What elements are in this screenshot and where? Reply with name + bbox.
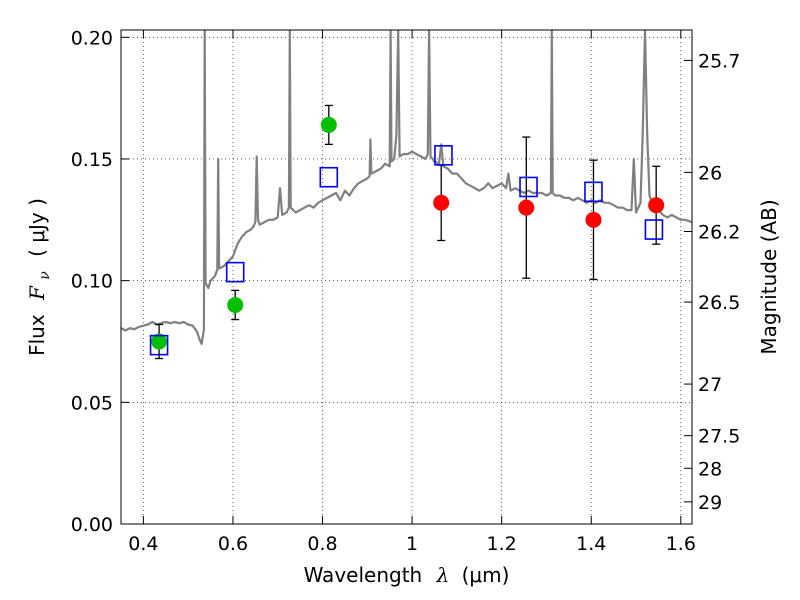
x-tick-label: 0.4 [128,533,158,555]
mag-tick-label: 26.2 [698,221,740,243]
y-tick-label: 0.10 [71,271,113,293]
tick-labels: 0.4 0.6 0.8 1 1.2 1.4 1.6 0.00 0.05 0.10 0.15 0.20 2… [71,27,741,555]
mag-tick-label: 28 [698,458,722,480]
y-axis-title-subscript: ν [37,271,53,280]
data-point-circle [151,333,168,350]
y-tick-label: 0.00 [71,514,113,536]
data-point-square [225,261,245,283]
data-point-square [434,145,453,166]
ticks [121,30,692,525]
x-tick-label: 1.6 [666,533,696,555]
data-point-square [644,219,664,240]
x-tick-label: 0.6 [218,533,248,555]
data-point-circle [320,116,337,133]
data-point-square [519,176,538,198]
y-tick-label: 0.15 [71,149,113,171]
y-axis-title-prefix: Flux [25,314,49,356]
data-point-square [149,334,169,356]
x-axis-title: Wavelength λ (μm) [304,563,510,587]
right-axis-title: Magnitude (AB) [757,199,781,354]
x-tick-label: 1.4 [576,533,606,555]
x-axis-title-unit: (μm) [462,563,510,587]
x-tick-label: 1 [406,533,418,555]
mag-tick-label: 25.7 [698,50,740,72]
x-tick-label: 0.8 [307,533,337,555]
y-axis-title: Flux F ν ( μJy ) [25,198,54,356]
y-tick-label: 0.20 [71,27,113,49]
data-point-circle [518,199,535,216]
data-point-square [584,181,603,203]
data-point-circle [585,211,602,228]
y-axis-title-unit: ( μJy ) [25,198,49,257]
data-point-circle [648,197,665,214]
y-axis-title-symbol: F [25,285,49,301]
data-point-square [319,166,339,188]
x-axis-title-prefix: Wavelength [304,563,423,587]
data-point-circle [433,194,450,211]
x-axis-title-symbol: λ [436,563,450,587]
mag-tick-label: 26 [698,162,722,184]
mag-tick-label: 27.5 [698,426,740,448]
mag-tick-label: 29 [698,492,722,514]
data-point-circle [227,296,244,313]
plot-area [121,30,692,360]
x-tick-label: 1.2 [487,533,517,555]
mag-tick-label: 26.5 [698,292,740,314]
y-tick-label: 0.05 [71,392,113,414]
mag-tick-label: 27 [698,374,722,396]
axes-frame [120,29,693,525]
